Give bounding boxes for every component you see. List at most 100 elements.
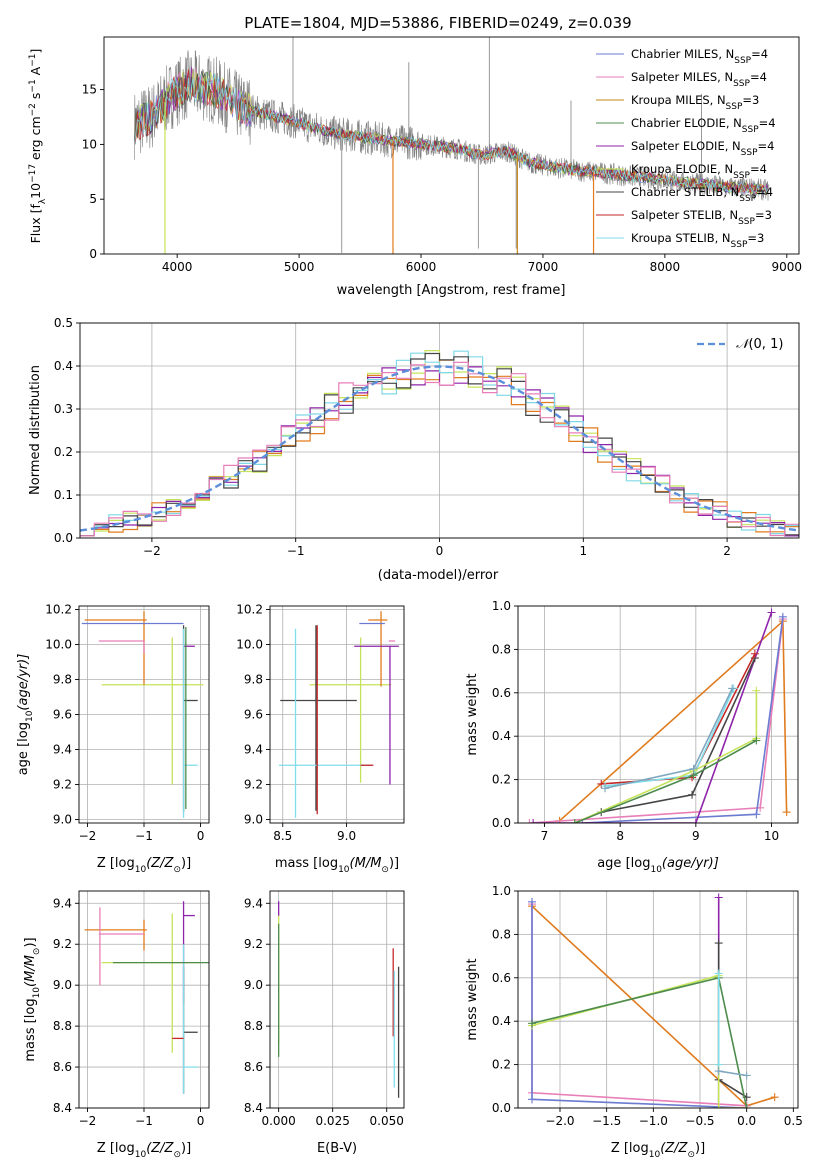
- y-tick-label: 9.0: [53, 978, 72, 992]
- plot-area: [84, 901, 209, 1094]
- y-tick-label: 10.0: [236, 638, 263, 652]
- mass-weight-line: [531, 974, 747, 1108]
- legend-label: Salpeter STELIB, NSSP=3: [631, 208, 772, 227]
- x-axis-label: age [log10(age/yr)]: [597, 856, 719, 875]
- x-axis-label: mass [log10(M/M⊙)]: [275, 856, 399, 875]
- x-tick-label: 0.050: [370, 1114, 404, 1128]
- x-tick-label: 1: [579, 544, 587, 558]
- x-tick-label: 0.025: [315, 1114, 349, 1128]
- legend-label: Chabrier MILES, NSSP=4: [631, 47, 768, 66]
- y-tick-label: 9.2: [244, 937, 263, 951]
- mass-weight-marker: [752, 810, 761, 819]
- mass-weight-marker: [529, 819, 538, 823]
- y-tick-label: 15: [82, 83, 97, 97]
- x-tick-label: 9: [692, 829, 700, 843]
- x-tick-label: 9.0: [337, 829, 356, 843]
- x-tick-label: 6000: [406, 260, 437, 274]
- mass-weight-line: [533, 612, 773, 823]
- y-tick-label: 0.4: [492, 729, 511, 743]
- mass-weight-marker: [601, 784, 610, 793]
- x-tick-label: −1: [135, 1114, 153, 1128]
- legend-label: Salpeter MILES, NSSP=4: [631, 70, 767, 89]
- y-axis-label: mass weight: [465, 673, 480, 755]
- mass-weight-marker: [714, 893, 723, 902]
- mass-weight-marker: [752, 686, 761, 695]
- x-tick-label: −1.5: [592, 1114, 621, 1128]
- x-tick-label: −1: [135, 829, 153, 843]
- x-tick-label: −2.0: [545, 1114, 574, 1128]
- y-tick-label: 9.6: [53, 708, 72, 722]
- mass-weight-marker: [528, 897, 536, 906]
- spectrum-model-line: [134, 73, 769, 196]
- y-tick-label: 9.4: [244, 896, 263, 910]
- mass-weight-marker: [525, 819, 534, 823]
- x-axis-label: E(B-V): [317, 1141, 357, 1156]
- y-tick-label: 9.6: [244, 708, 263, 722]
- x-tick-label: 0.0: [737, 1114, 756, 1128]
- residual-histogram: [80, 366, 799, 537]
- y-tick-label: 0.8: [492, 927, 511, 941]
- mass-weight-marker: [691, 819, 700, 823]
- y-tick-label: 10.2: [45, 603, 72, 617]
- plot-area: [525, 608, 791, 823]
- y-axis-label: mass [log10(M/M⊙)]: [23, 937, 42, 1061]
- y-tick-label: 5: [89, 192, 97, 206]
- y-tick-label: 0.8: [492, 642, 511, 656]
- mass-weight-marker: [750, 649, 759, 658]
- x-tick-label: 0.5: [784, 1114, 803, 1128]
- y-tick-label: 9.8: [53, 673, 72, 687]
- x-tick-label: −0.5: [685, 1114, 714, 1128]
- mass-weight-marker: [714, 969, 723, 978]
- mass-weight-marker: [742, 1104, 751, 1108]
- plot-area: [277, 901, 400, 1098]
- mass-vs-ebv-panel: 0.000 0.025 0.050 8.4 8.6 8.8 9.0 9.2 9.4 E(B-V): [244, 890, 405, 1156]
- y-tick-label: 8.6: [53, 1060, 72, 1074]
- x-tick-label: 4000: [162, 260, 193, 274]
- y-tick-label: 10: [82, 137, 97, 151]
- x-tick-label: 8000: [650, 260, 681, 274]
- y-tick-label: 0.2: [54, 445, 73, 459]
- axes-frame: [103, 36, 800, 255]
- y-tick-label: 0.4: [492, 1014, 511, 1028]
- residuals-panel: −2 −1 0 1 2 0.0 0.1 0.2 0.3 0.4 0.5 𝒩(0, 1) (data-mo…: [28, 316, 800, 583]
- y-tick-label: 0.2: [492, 1058, 511, 1072]
- y-axis-label: age [log10(age/yr)]: [16, 654, 35, 776]
- y-axis-label: mass weight: [465, 958, 480, 1040]
- x-tick-label: 8: [616, 829, 624, 843]
- mass-weight-line: [559, 619, 788, 822]
- massweight-vs-metallicity-panel: −2.0 −1.5 −1.0 −0.5 0.0 0.5 0.0 0.2 0.4 0.6 0.8 1.0…: [465, 884, 803, 1160]
- legend-label: Salpeter ELODIE, NSSP=4: [631, 139, 774, 158]
- x-tick-label: 0: [197, 829, 205, 843]
- y-tick-label: 10.2: [236, 603, 263, 617]
- mass-weight-line: [601, 657, 756, 813]
- plot-area: [81, 611, 204, 818]
- x-tick-label: −2: [79, 1114, 97, 1128]
- y-tick-label: 0.3: [54, 402, 73, 416]
- y-tick-label: 0: [89, 247, 97, 261]
- y-tick-label: 8.4: [244, 1101, 263, 1115]
- mass-weight-marker: [770, 1093, 779, 1102]
- mass-weight-line: [574, 690, 758, 823]
- mass-weight-marker: [742, 1071, 751, 1080]
- y-tick-label: 0.6: [492, 686, 511, 700]
- mass-weight-marker: [714, 1104, 723, 1108]
- legend-label: Kroupa ELODIE, NSSP=4: [631, 162, 767, 181]
- y-tick-label: 9.2: [53, 778, 72, 792]
- y-tick-label: 1.0: [492, 884, 511, 898]
- x-axis-label: wavelength [Angstrom, rest frame]: [337, 283, 566, 298]
- y-tick-label: 0.5: [54, 316, 73, 330]
- mass-weight-marker: [767, 608, 776, 617]
- y-tick-label: 0.4: [54, 359, 73, 373]
- mass-weight-marker: [778, 612, 787, 621]
- x-tick-label: 8.5: [273, 829, 292, 843]
- mass-weight-marker: [528, 1019, 536, 1028]
- x-tick-label: 0: [436, 544, 444, 558]
- axes-frame: [517, 605, 799, 824]
- massweight-vs-age-panel: 7 8 9 10 0.0 0.2 0.4 0.6 0.8 1.0 age [log10(age/yr…: [465, 599, 799, 875]
- mass-weight-line: [531, 976, 748, 1108]
- x-tick-label: −1.0: [639, 1114, 668, 1128]
- plot-area: [528, 893, 779, 1108]
- legend-label: 𝒩(0, 1): [736, 337, 783, 352]
- y-tick-label: 8.4: [53, 1101, 72, 1115]
- x-tick-label: 2: [723, 544, 731, 558]
